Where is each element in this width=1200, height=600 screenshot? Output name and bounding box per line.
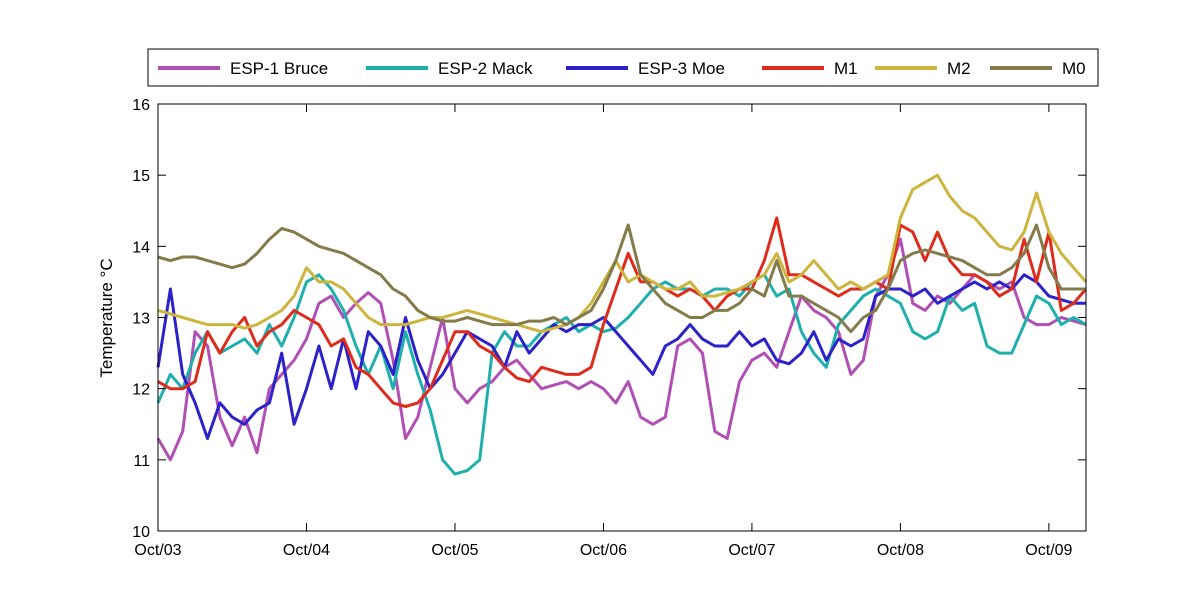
legend: ESP-1 Bruce ESP-2 Mack ESP-3 Moe M1 M2 M0	[147, 48, 1099, 87]
y-tick-label: 13	[132, 311, 150, 328]
legend-item: ESP-3 Moe	[566, 59, 725, 78]
y-tick-label: 12	[132, 382, 150, 399]
x-tick-label: Oct/06	[580, 542, 627, 559]
series-lines	[156, 173, 1088, 476]
x-tick-label: Oct/07	[728, 542, 775, 559]
legend-label: ESP-1 Bruce	[230, 59, 328, 78]
legend-label: M2	[947, 59, 971, 78]
y-tick-label: 15	[132, 168, 150, 185]
legend-item: M0	[990, 59, 1086, 78]
legend-label: ESP-3 Moe	[638, 59, 725, 78]
legend-items: ESP-1 Bruce ESP-2 Mack ESP-3 Moe M1 M2 M0	[158, 59, 1086, 78]
series-line-esp-2-mack	[156, 273, 1087, 476]
legend-item: M2	[875, 59, 971, 78]
legend-item: ESP-2 Mack	[366, 59, 533, 78]
legend-item: ESP-1 Bruce	[158, 59, 328, 78]
legend-label: ESP-2 Mack	[438, 59, 533, 78]
y-axis-label: Temperature °C	[97, 258, 116, 377]
x-tick-label: Oct/04	[283, 542, 330, 559]
x-tick-label: Oct/05	[431, 542, 478, 559]
series-line-m0	[157, 223, 1086, 334]
x-tick-label: Oct/03	[134, 542, 181, 559]
legend-item: M1	[762, 59, 858, 78]
series-line-esp-3-moe	[156, 273, 1086, 440]
y-tick-label: 10	[132, 524, 150, 541]
legend-label: M1	[834, 59, 858, 78]
legend-label: M0	[1062, 59, 1086, 78]
x-tick-label: Oct/08	[877, 542, 924, 559]
y-tick-label: 11	[133, 453, 150, 470]
x-tick-label: Oct/09	[1025, 542, 1072, 559]
y-tick-label: 14	[132, 239, 150, 256]
y-tick-label: 16	[132, 97, 150, 114]
axis-ticks: 10 11 12 13 14 15 16 Oct/03 Oct/04 Oct/05 Oct/06 Oc…	[132, 97, 1086, 559]
series-line-m2	[157, 173, 1088, 334]
